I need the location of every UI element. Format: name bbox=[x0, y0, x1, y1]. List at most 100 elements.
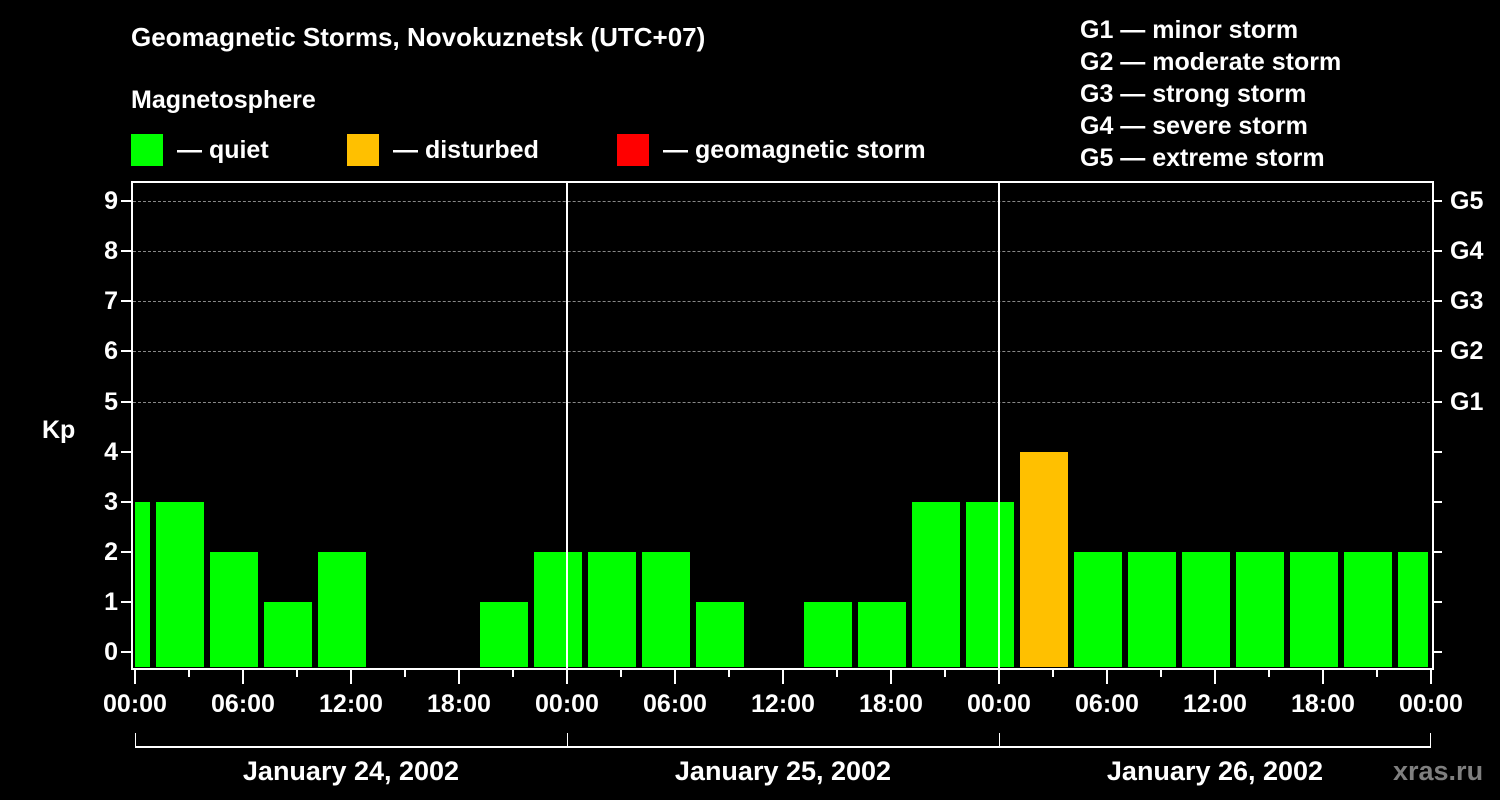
kp-bar bbox=[156, 502, 204, 667]
y-tick-label: 5 bbox=[104, 388, 118, 416]
x-tick bbox=[512, 668, 514, 677]
storm-scale-item: G3 — strong storm bbox=[1080, 80, 1307, 108]
x-tick bbox=[1376, 668, 1378, 677]
x-tick bbox=[998, 668, 1000, 684]
legend-storm: — geomagnetic storm bbox=[617, 134, 926, 166]
y-tick-label: 8 bbox=[104, 237, 118, 265]
kp-bar bbox=[858, 602, 906, 667]
chart-subtitle: Magnetosphere bbox=[131, 86, 316, 114]
x-tick-label: 12:00 bbox=[751, 690, 815, 718]
day-bracket bbox=[135, 746, 1431, 748]
y-tick-label: 0 bbox=[104, 638, 118, 666]
right-tick bbox=[1432, 401, 1442, 403]
x-tick-label: 06:00 bbox=[643, 690, 707, 718]
kp-bar bbox=[1398, 552, 1428, 667]
storm-level-label: G3 bbox=[1450, 287, 1484, 315]
kp-bar bbox=[1182, 552, 1230, 667]
kp-bar bbox=[642, 552, 690, 667]
gridline bbox=[133, 201, 1430, 202]
kp-bar bbox=[210, 552, 258, 667]
x-tick bbox=[1052, 668, 1054, 677]
kp-bar bbox=[1344, 552, 1392, 667]
kp-bar bbox=[1290, 552, 1338, 667]
y-tick-label: 7 bbox=[104, 287, 118, 315]
x-tick bbox=[728, 668, 730, 677]
storm-scale-item: G4 — severe storm bbox=[1080, 112, 1308, 140]
x-tick bbox=[944, 668, 946, 677]
storm-swatch-icon bbox=[617, 134, 649, 166]
x-tick bbox=[620, 668, 622, 677]
x-tick-label: 12:00 bbox=[1183, 690, 1247, 718]
kp-bar bbox=[135, 502, 150, 667]
y-tick-label: 2 bbox=[104, 538, 118, 566]
x-tick bbox=[1214, 668, 1216, 684]
chart-title: Geomagnetic Storms, Novokuznetsk (UTC+07… bbox=[131, 22, 706, 52]
x-tick bbox=[1268, 668, 1270, 677]
bracket-tick bbox=[567, 733, 568, 747]
x-tick-label: 00:00 bbox=[967, 690, 1031, 718]
x-tick bbox=[836, 668, 838, 677]
legend-label: — quiet bbox=[177, 135, 269, 164]
disturbed-swatch-icon bbox=[347, 134, 379, 166]
y-tick-label: 4 bbox=[104, 438, 118, 466]
right-tick bbox=[1432, 350, 1442, 352]
kp-bar bbox=[696, 602, 744, 667]
x-tick bbox=[674, 668, 676, 684]
kp-bar bbox=[480, 602, 528, 667]
bracket-tick bbox=[1430, 733, 1431, 747]
x-tick bbox=[1430, 668, 1432, 684]
y-tick bbox=[121, 300, 131, 302]
kp-bar bbox=[1074, 552, 1122, 667]
watermark: xras.ru bbox=[1393, 756, 1484, 786]
bracket-tick bbox=[999, 733, 1000, 747]
legend-disturbed: — disturbed bbox=[347, 134, 539, 166]
day-label: January 24, 2002 bbox=[242, 756, 460, 786]
kp-bar bbox=[264, 602, 312, 667]
y-tick bbox=[121, 551, 131, 553]
kp-bar bbox=[804, 602, 852, 667]
y-tick-label: 6 bbox=[104, 337, 118, 365]
right-tick bbox=[1432, 651, 1442, 653]
right-tick bbox=[1432, 451, 1442, 453]
y-tick bbox=[121, 501, 131, 503]
day-label: January 25, 2002 bbox=[674, 756, 892, 786]
y-axis-label: Kp bbox=[42, 416, 76, 444]
right-tick bbox=[1432, 250, 1442, 252]
storm-level-label: G2 bbox=[1450, 337, 1484, 365]
y-tick bbox=[121, 200, 131, 202]
gridline bbox=[133, 301, 1430, 302]
right-tick bbox=[1432, 601, 1442, 603]
right-tick bbox=[1432, 551, 1442, 553]
y-tick bbox=[121, 451, 131, 453]
storm-scale-item: G5 — extreme storm bbox=[1080, 144, 1325, 172]
y-tick bbox=[121, 401, 131, 403]
right-tick bbox=[1432, 300, 1442, 302]
bracket-tick bbox=[135, 733, 136, 747]
y-tick-label: 1 bbox=[104, 588, 118, 616]
day-divider bbox=[998, 181, 1000, 668]
y-tick bbox=[121, 350, 131, 352]
x-tick-label: 00:00 bbox=[103, 690, 167, 718]
gridline bbox=[133, 402, 1430, 403]
right-tick bbox=[1432, 501, 1442, 503]
kp-bar bbox=[1236, 552, 1284, 667]
x-tick-label: 18:00 bbox=[859, 690, 923, 718]
x-tick bbox=[1322, 668, 1324, 684]
kp-bar bbox=[966, 502, 1014, 667]
day-divider bbox=[566, 181, 568, 668]
x-tick bbox=[890, 668, 892, 684]
storm-level-label: G1 bbox=[1450, 388, 1484, 416]
storm-scale-item: G2 — moderate storm bbox=[1080, 48, 1342, 76]
y-tick-label: 9 bbox=[104, 187, 118, 215]
x-tick bbox=[296, 668, 298, 677]
storm-level-label: G5 bbox=[1450, 187, 1484, 215]
x-tick-label: 18:00 bbox=[1291, 690, 1355, 718]
x-tick-label: 06:00 bbox=[211, 690, 275, 718]
x-tick bbox=[458, 668, 460, 684]
kp-bar bbox=[1020, 452, 1068, 667]
legend-quiet: — quiet bbox=[131, 134, 269, 166]
storm-level-label: G4 bbox=[1450, 237, 1484, 265]
legend-label: — disturbed bbox=[393, 135, 539, 164]
day-label: January 26, 2002 bbox=[1106, 756, 1324, 786]
x-tick bbox=[404, 668, 406, 677]
